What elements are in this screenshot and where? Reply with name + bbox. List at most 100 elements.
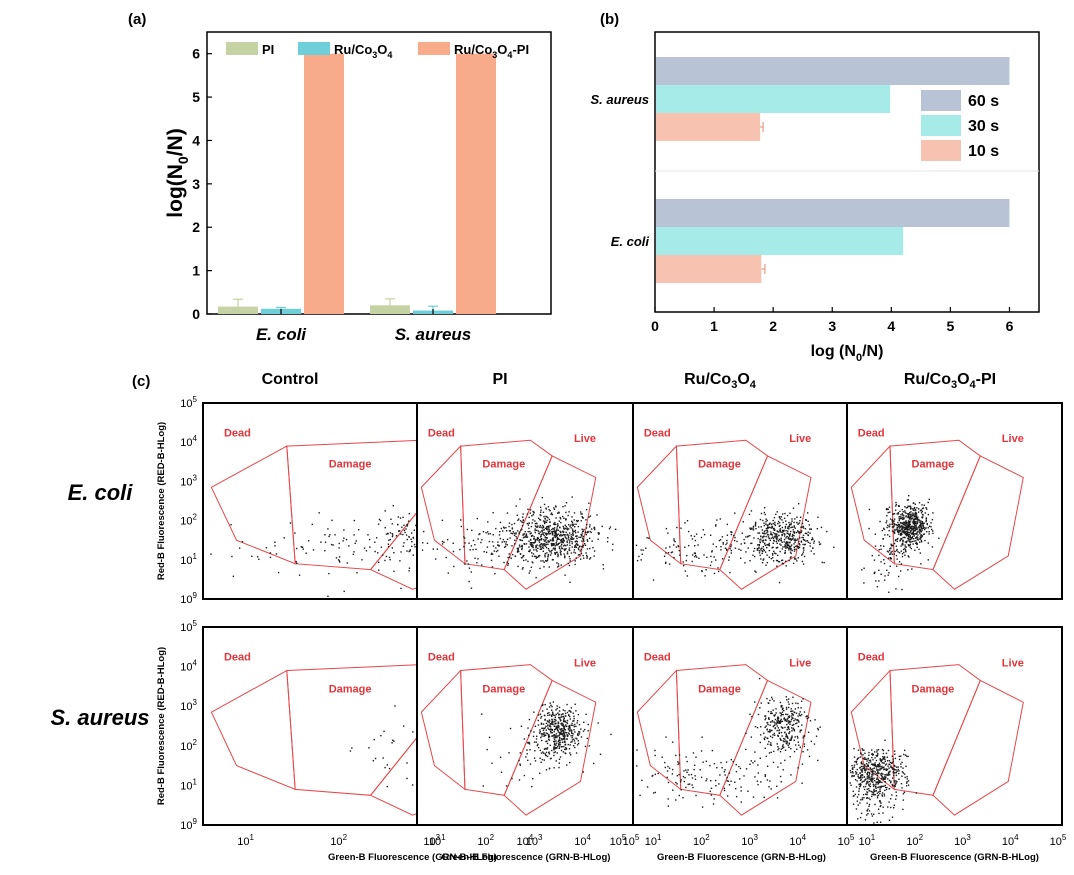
c-event-dot: [758, 546, 760, 549]
c-event-dot: [867, 782, 869, 784]
c-event-dot: [902, 808, 904, 811]
c-event-dot: [768, 717, 770, 720]
c-event-dot: [854, 793, 857, 796]
c-event-dot: [791, 702, 794, 705]
c-event-dot: [790, 556, 792, 558]
c-event-dot: [705, 780, 707, 782]
c-event-dot: [909, 507, 912, 509]
c-event-dot: [577, 544, 579, 547]
c-event-dot: [790, 522, 792, 524]
c-event-dot: [746, 536, 749, 538]
c-event-dot: [553, 725, 555, 727]
c-event-dot: [895, 774, 898, 777]
c-event-dot: [538, 539, 540, 542]
c-event-dot: [800, 554, 803, 556]
c-event-dot: [566, 738, 568, 740]
c-event-dot: [549, 521, 551, 523]
c-event-dot: [804, 532, 807, 535]
c-event-dot: [907, 534, 909, 536]
c-event-dot: [483, 550, 485, 553]
c-event-dot: [556, 705, 558, 707]
c-event-dot: [555, 517, 557, 519]
c-event-dot: [773, 528, 775, 530]
c-event-dot: [565, 732, 568, 734]
c-event-dot: [343, 590, 345, 593]
c-event-dot: [908, 505, 910, 508]
c-event-dot: [406, 762, 408, 764]
c-event-dot: [533, 731, 535, 733]
c-event-dot: [793, 531, 796, 533]
c-event-dot: [912, 502, 915, 505]
c-event-dot: [800, 526, 802, 529]
c-event-dot: [780, 516, 783, 518]
c-event-dot: [550, 552, 553, 554]
c-event-dot: [384, 559, 386, 562]
c-event-dot: [548, 728, 550, 730]
c-event-dot: [872, 759, 874, 761]
c-event-dot: [918, 502, 921, 504]
c-event-dot: [855, 773, 857, 775]
c-event-dot: [911, 514, 914, 517]
c-event-dot: [775, 540, 778, 543]
c-event-dot: [788, 544, 790, 546]
c-event-dot: [414, 546, 416, 548]
c-y-tick-label: 102: [180, 513, 197, 528]
c-event-dot: [559, 720, 562, 722]
c-event-dot: [895, 501, 897, 504]
c-event-dot: [767, 702, 769, 704]
c-event-dot: [519, 764, 521, 766]
c-event-dot: [905, 525, 908, 528]
c-event-dot: [577, 525, 580, 528]
c-event-dot: [379, 519, 382, 522]
c-event-dot: [730, 544, 732, 546]
c-event-dot: [749, 763, 751, 765]
c-event-dot: [546, 537, 548, 539]
c-event-dot: [565, 537, 567, 539]
c-event-dot: [535, 546, 538, 548]
b-x-tick-label: 4: [887, 318, 895, 334]
c-event-dot: [762, 539, 765, 542]
c-event-dot: [922, 523, 924, 526]
c-event-dot: [568, 761, 571, 764]
c-event-dot: [877, 808, 880, 810]
c-event-dot: [921, 510, 924, 513]
c-event-dot: [905, 532, 908, 535]
c-event-dot: [548, 566, 551, 568]
c-event-dot: [554, 549, 556, 551]
c-event-dot: [498, 555, 500, 557]
c-event-dot: [557, 723, 559, 725]
c-event-dot: [541, 758, 544, 761]
c-event-dot: [536, 522, 538, 525]
c-event-dot: [522, 521, 524, 523]
c-event-dot: [654, 773, 656, 776]
c-event-dot: [771, 534, 774, 536]
c-event-dot: [569, 560, 571, 562]
c-event-dot: [910, 528, 912, 530]
c-event-dot: [803, 743, 806, 745]
c-event-dot: [900, 550, 903, 552]
c-event-dot: [564, 712, 567, 715]
c-event-dot: [729, 571, 731, 574]
c-event-dot: [791, 526, 793, 528]
c-event-dot: [726, 539, 728, 542]
c-event-dot: [521, 546, 523, 548]
c-event-dot: [926, 522, 929, 525]
c-event-dot: [545, 546, 548, 549]
c-event-dot: [786, 532, 788, 534]
c-event-dot: [574, 742, 576, 744]
c-events: [861, 494, 940, 593]
c-event-dot: [564, 556, 566, 558]
c-event-dot: [548, 526, 550, 529]
c-event-dot: [790, 545, 792, 548]
c-event-dot: [914, 512, 916, 515]
c-event-dot: [764, 774, 766, 776]
c-event-dot: [434, 558, 437, 560]
c-event-dot: [546, 720, 549, 722]
a-y-tick-label: 6: [192, 46, 200, 62]
c-event-dot: [922, 525, 924, 527]
c-event-dot: [783, 517, 786, 519]
c-event-dot: [516, 530, 519, 532]
c-event-dot: [757, 532, 759, 534]
c-event-dot: [774, 533, 776, 535]
